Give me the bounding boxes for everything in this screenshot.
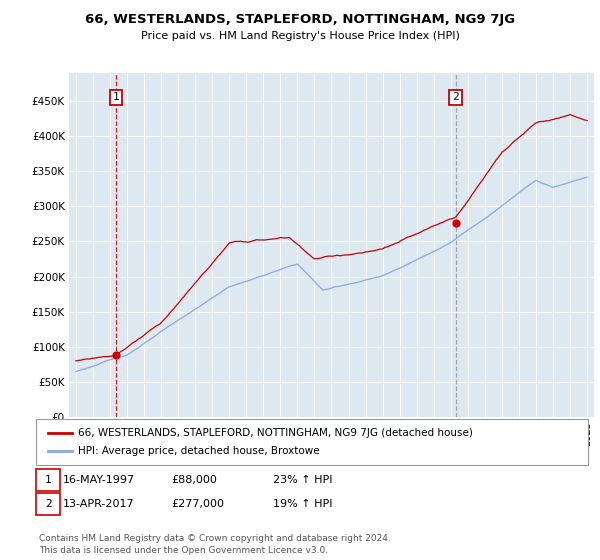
Text: Price paid vs. HM Land Registry's House Price Index (HPI): Price paid vs. HM Land Registry's House … xyxy=(140,31,460,41)
Text: Contains HM Land Registry data © Crown copyright and database right 2024.
This d: Contains HM Land Registry data © Crown c… xyxy=(39,534,391,555)
Text: 2: 2 xyxy=(452,92,459,102)
Text: 16-MAY-1997: 16-MAY-1997 xyxy=(63,475,135,485)
Text: 66, WESTERLANDS, STAPLEFORD, NOTTINGHAM, NG9 7JG (detached house): 66, WESTERLANDS, STAPLEFORD, NOTTINGHAM,… xyxy=(78,428,473,437)
Text: 1: 1 xyxy=(44,475,52,485)
Text: £88,000: £88,000 xyxy=(171,475,217,485)
Text: HPI: Average price, detached house, Broxtowe: HPI: Average price, detached house, Brox… xyxy=(78,446,320,456)
Text: 23% ↑ HPI: 23% ↑ HPI xyxy=(273,475,332,485)
Text: 13-APR-2017: 13-APR-2017 xyxy=(63,499,134,509)
Point xyxy=(112,351,121,360)
Text: 66, WESTERLANDS, STAPLEFORD, NOTTINGHAM, NG9 7JG: 66, WESTERLANDS, STAPLEFORD, NOTTINGHAM,… xyxy=(85,13,515,26)
Point xyxy=(451,218,460,227)
Text: 2: 2 xyxy=(44,499,52,509)
Text: 1: 1 xyxy=(113,92,119,102)
Text: 19% ↑ HPI: 19% ↑ HPI xyxy=(273,499,332,509)
Text: £277,000: £277,000 xyxy=(171,499,224,509)
